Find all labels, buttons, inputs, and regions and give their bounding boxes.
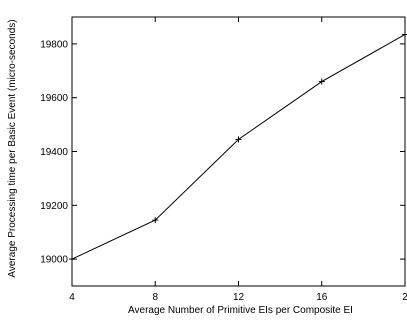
data-point [69,256,75,263]
y-tick-label: 19400 [40,147,68,158]
plot-frame [71,16,406,287]
axis-tick-labels: 4 8 12 16 2 19000 19200 19400 19600 19800 [40,39,407,303]
y-axis-label: Average Processing time per Basic Event … [7,19,18,277]
y-tick-label: 19600 [40,93,68,104]
x-tick-label: 16 [316,292,328,303]
series-layer [69,31,407,263]
data-point [235,136,242,143]
x-tick-label: 2 [402,292,407,303]
x-tick-label: 4 [69,292,75,303]
y-tick-label: 19000 [40,255,68,266]
y-tick-label: 19800 [40,39,68,50]
data-point [402,31,407,38]
x-axis-label: Average Number of Primitive EIs per Comp… [128,305,353,316]
series-line [71,34,406,260]
data-point [152,217,159,224]
x-tick-label: 12 [233,292,245,303]
axis-ticks [71,17,406,286]
x-tick-label: 8 [152,292,158,303]
y-tick-label: 19200 [40,201,68,212]
data-point [318,78,325,85]
